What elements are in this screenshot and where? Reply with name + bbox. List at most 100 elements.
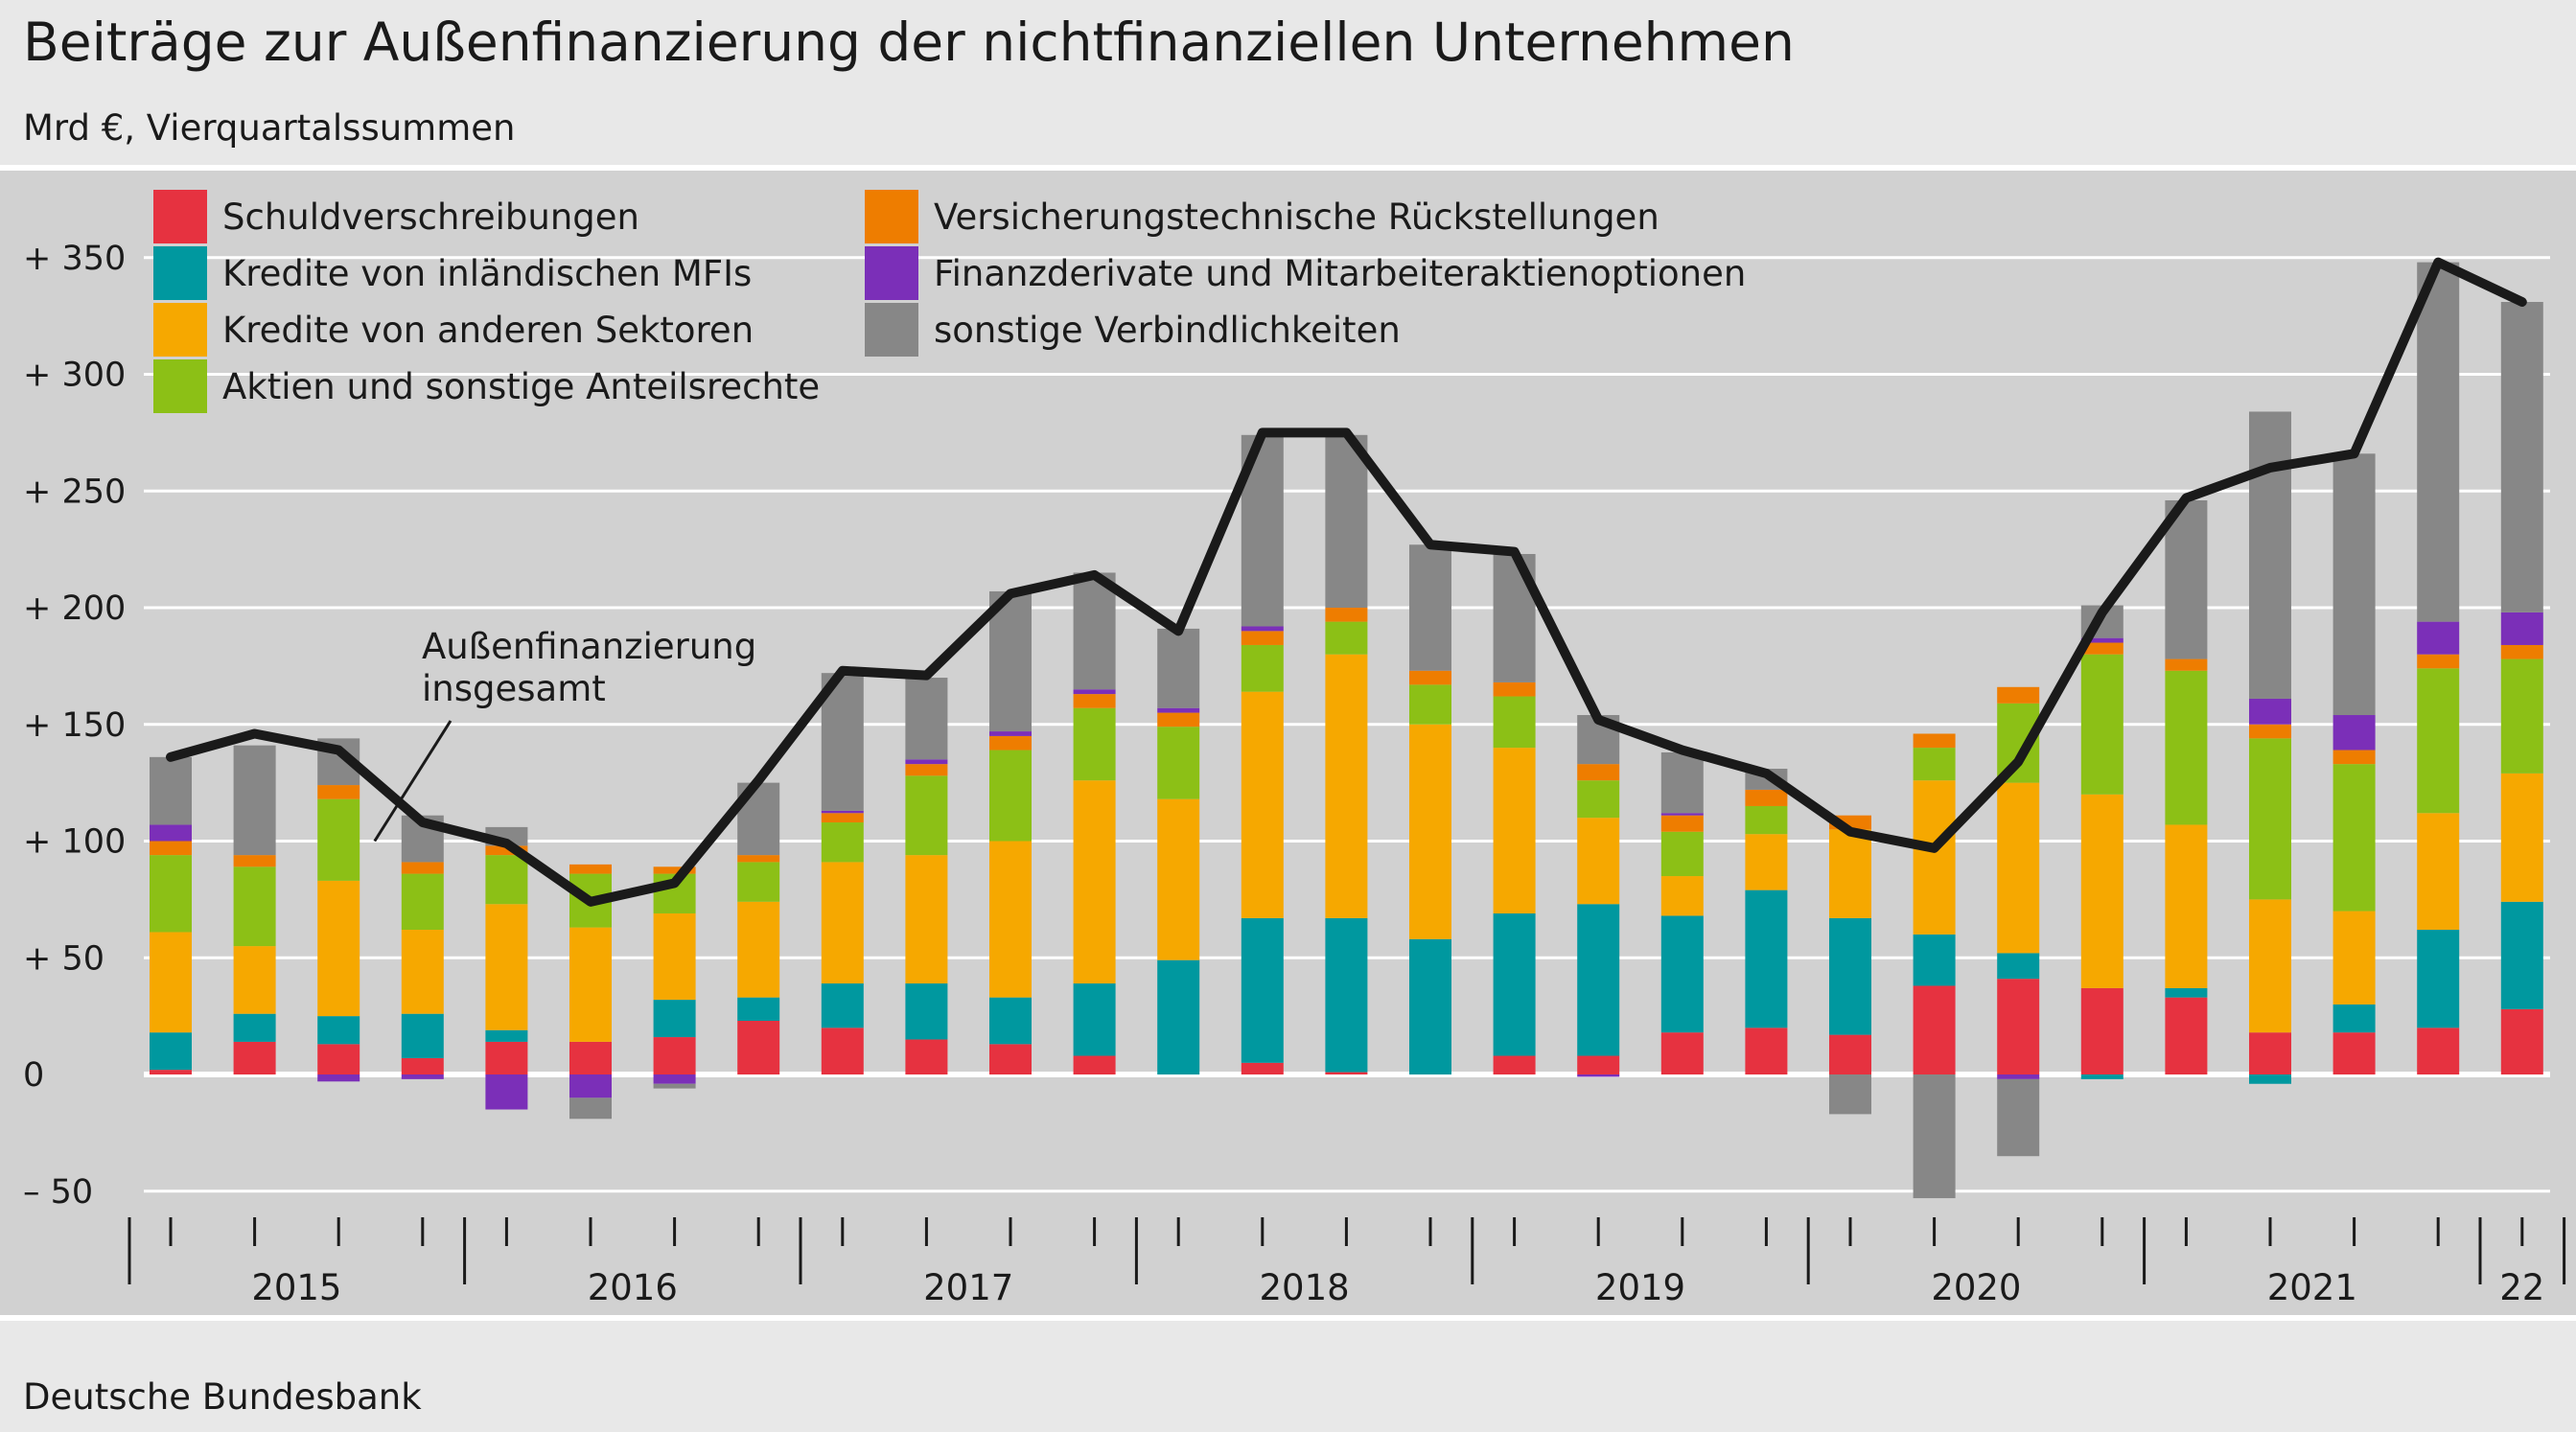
bar-segment — [905, 983, 948, 1040]
bar-segment — [1577, 764, 1620, 781]
legend-swatch — [153, 190, 207, 243]
bar-segment — [2417, 262, 2460, 622]
bar-segment — [1577, 904, 1620, 1056]
bar-segment — [317, 798, 360, 881]
bar-segment — [401, 930, 444, 1014]
bar-layer — [150, 262, 2543, 1199]
bar-segment — [2080, 642, 2123, 655]
bar-segment — [1493, 912, 1536, 1056]
bar-segment — [1073, 689, 1116, 695]
x-year-label: 2020 — [1931, 1267, 2021, 1308]
bar-segment — [2500, 901, 2543, 1009]
y-tick-label: + 150 — [23, 706, 126, 745]
bar-segment — [1577, 818, 1620, 905]
bar-segment — [2249, 698, 2291, 725]
bar-segment — [1660, 813, 1704, 816]
bar-segment — [1829, 1034, 1871, 1074]
legend-label: Finanzderivate und Mitarbeiteraktienopti… — [934, 253, 1746, 294]
bar-segment — [905, 764, 948, 776]
bar-segment — [485, 1041, 528, 1074]
bar-segment — [737, 1020, 780, 1074]
annotation-leader — [373, 720, 453, 843]
legend-label: Schuldverschreibungen — [222, 196, 639, 238]
bar-segment — [2165, 670, 2208, 825]
bar-segment — [401, 873, 444, 931]
legend-label: Aktien und sonstige Anteilsrechte — [222, 366, 820, 407]
bar-segment — [1913, 1074, 1956, 1199]
bar-segment — [2165, 987, 2208, 998]
bar-segment — [989, 731, 1032, 736]
bar-segment — [1241, 626, 1284, 632]
bar-segment — [2080, 654, 2123, 795]
bar-segment — [233, 745, 276, 856]
bar-segment — [1829, 829, 1871, 918]
bar-segment — [150, 932, 192, 1033]
legend-swatch — [153, 303, 207, 357]
bar-segment — [233, 866, 276, 947]
bar-segment — [317, 1074, 360, 1082]
bar-segment — [569, 1074, 612, 1098]
y-tick-label: + 50 — [23, 939, 104, 978]
bar-segment — [2500, 1008, 2543, 1074]
bar-segment — [485, 855, 528, 905]
bar-segment — [653, 912, 696, 1001]
annotation-label: Außenfinanzierung — [422, 626, 756, 667]
bar-segment — [905, 855, 948, 984]
bar-segment — [653, 1037, 696, 1074]
bar-segment — [821, 983, 864, 1028]
bar-segment — [1745, 1028, 1788, 1074]
bar-segment — [2249, 899, 2291, 1033]
bar-segment — [569, 927, 612, 1042]
bar-segment — [2332, 715, 2376, 751]
bar-segment — [1660, 1032, 1704, 1074]
bar-segment — [1409, 938, 1451, 1074]
bar-segment — [1913, 985, 1956, 1074]
bar-segment — [1745, 789, 1788, 806]
bar-segment — [821, 813, 864, 823]
bar-segment — [821, 810, 864, 814]
bar-segment — [150, 824, 192, 842]
bar-segment — [2165, 824, 2208, 988]
bar-segment — [737, 901, 780, 998]
bar-segment — [1325, 621, 1368, 655]
bar-segment — [2249, 738, 2291, 900]
source-note: Deutsche Bundesbank — [23, 1376, 422, 1418]
line-layer — [166, 257, 2527, 907]
bar-segment — [2080, 637, 2123, 643]
bar-segment — [150, 756, 192, 825]
bar-segment — [905, 678, 948, 760]
bar-segment — [1577, 780, 1620, 819]
bar-segment — [1660, 876, 1704, 916]
bar-segment — [2080, 794, 2123, 988]
bar-segment — [989, 841, 1032, 998]
bar-segment — [1157, 798, 1200, 960]
y-tick-label: – 50 — [23, 1173, 93, 1212]
bar-segment — [1997, 1074, 2040, 1079]
bar-segment — [485, 1074, 528, 1110]
bar-segment — [317, 1044, 360, 1074]
legend-swatch — [865, 303, 918, 357]
bar-segment — [989, 750, 1032, 842]
y-tick-label: + 250 — [23, 473, 126, 511]
bar-segment — [2332, 764, 2376, 912]
x-year-label: 22 — [2499, 1267, 2544, 1308]
bar-segment — [2165, 997, 2208, 1074]
bar-segment — [1073, 572, 1116, 690]
bar-segment — [1241, 691, 1284, 918]
bar-segment — [1493, 1055, 1536, 1074]
bar-segment — [485, 1029, 528, 1042]
bar-segment — [1073, 780, 1116, 984]
bar-segment — [1829, 917, 1871, 1035]
bar-segment — [1241, 631, 1284, 645]
legend-swatch — [865, 246, 918, 300]
bar-segment — [1913, 780, 1956, 935]
bar-segment — [1241, 644, 1284, 692]
legend-label: Versicherungstechnische Rückstellungen — [934, 196, 1659, 238]
bar-segment — [2249, 724, 2291, 739]
bar-segment — [2080, 1074, 2123, 1079]
bar-segment — [150, 841, 192, 856]
bar-segment — [2417, 621, 2460, 655]
y-tick-label: + 100 — [23, 823, 126, 862]
bar-segment — [1997, 686, 2040, 704]
